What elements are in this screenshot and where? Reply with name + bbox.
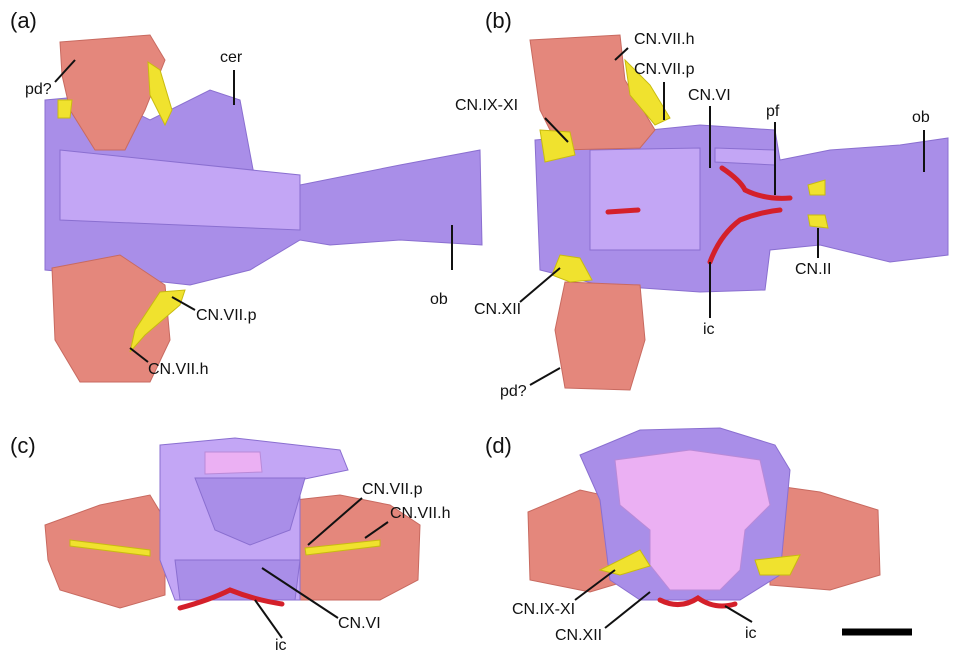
label: ob <box>912 109 930 126</box>
braincase-shade <box>590 148 700 250</box>
leader <box>605 592 650 628</box>
panel-c: (c) CN.VII.p CN.VII.h CN.VI ic <box>10 433 450 654</box>
label: ob <box>430 291 448 308</box>
label: CN.VII.p <box>634 61 695 78</box>
label: ic <box>275 637 287 654</box>
panel-b: (b) CN.VII.h CN.VII.p CN.IX-XI CN.VI pf … <box>455 8 948 400</box>
label: CN.VI <box>338 615 381 632</box>
braincase-shade <box>715 148 775 165</box>
label: CN.II <box>795 261 831 278</box>
label: CN.IX-XI <box>512 601 575 618</box>
label: cer <box>220 49 243 66</box>
vessel <box>608 210 638 212</box>
label: CN.IX-XI <box>455 97 518 114</box>
panel-d: (d) CN.IX-XI CN.XII ic <box>485 428 912 644</box>
label: ic <box>745 625 757 642</box>
leader <box>520 268 560 302</box>
label: CN.VI <box>688 87 731 104</box>
label: CN.XII <box>555 627 602 644</box>
nerve <box>148 62 172 125</box>
leader <box>530 368 560 385</box>
panel-tag: (d) <box>485 433 512 458</box>
label: CN.XII <box>474 301 521 318</box>
bone-bottom <box>555 282 645 390</box>
label: CN.VII.h <box>148 361 208 378</box>
label: CN.VII.p <box>196 307 257 324</box>
label: pd? <box>25 81 52 98</box>
label: CN.VII.h <box>390 505 450 522</box>
panel-tag: (a) <box>10 8 37 33</box>
label: CN.VII.h <box>634 31 694 48</box>
panel-a: (a) pd? cer ob CN.VII.p CN.VII.h <box>10 8 482 382</box>
nerve <box>58 100 72 118</box>
braincase-shade <box>60 150 300 230</box>
label: CN.VII.p <box>362 481 423 498</box>
figure: (a) pd? cer ob CN.VII.p CN.VII.h (b) CN.… <box>0 0 958 656</box>
braincase-top <box>205 452 262 474</box>
label: pf <box>766 103 780 120</box>
label: pd? <box>500 383 527 400</box>
panel-tag: (c) <box>10 433 36 458</box>
nerve <box>808 215 828 228</box>
panel-tag: (b) <box>485 8 512 33</box>
label: ic <box>703 321 715 338</box>
leader <box>725 606 752 622</box>
